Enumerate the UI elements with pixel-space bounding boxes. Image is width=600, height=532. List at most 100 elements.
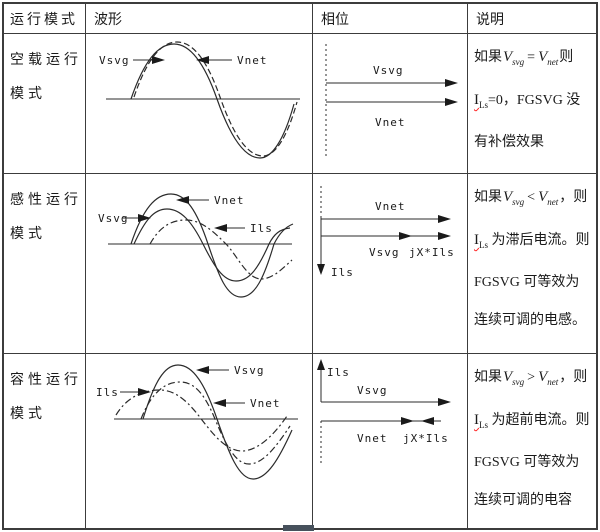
header-cell-explanation: 说明 <box>468 4 596 34</box>
waveform-cell-inductive: Vsvg Vnet Ils <box>86 174 313 354</box>
explain-text: =0，FGSVG 没有补偿效果 <box>474 93 581 150</box>
math-i-ls: ILs <box>474 92 488 110</box>
wave-label-ils: Ils <box>96 386 119 399</box>
wave-label-ils: Ils <box>250 222 273 235</box>
v-sub: svg <box>512 197 525 207</box>
header-explanation-label: 说明 <box>476 13 504 28</box>
explanation-cell-noload: 如果Vsvg = Vnet则 ILs=0，FGSVG 没有补偿效果 <box>468 34 596 174</box>
arrow-right-icon <box>438 398 451 406</box>
explain-text: 如果 <box>474 50 502 65</box>
v-symbol: V <box>538 49 548 65</box>
explanation-cell-capacitive: 如果Vsvg > Vnet，则 ILs 为超前电流。则 FGSVG 可等效为连续可调… <box>468 354 596 528</box>
explain-text: ，则 <box>559 190 588 205</box>
explain-text: 为超前电流。则 FGSVG 可等效为连续可调的电容 <box>474 413 590 508</box>
v-sub: svg <box>512 377 525 387</box>
wave-ils-curve <box>115 389 288 452</box>
v-sub: svg <box>512 57 525 67</box>
wave-ils-curve <box>149 219 293 280</box>
phasor-label-vnet: Vnet <box>357 432 388 445</box>
arrow-right-icon <box>138 214 151 222</box>
phasor-label-vsvg: Vsvg <box>357 384 388 397</box>
v-symbol: V <box>503 369 513 385</box>
mode-capacitive-line1: 容性运行 <box>10 373 82 388</box>
waveform-inductive-svg: Vsvg Vnet Ils <box>98 193 294 298</box>
arrow-right-icon <box>152 56 165 64</box>
explain-text: 为滞后电流。则 FGSVG 可等效为连续可调的电感。 <box>474 233 590 328</box>
header-phase-label: 相位 <box>321 13 349 28</box>
phasor-label-vsvg: Vsvg <box>369 246 400 259</box>
i-sub: Ls <box>479 100 488 110</box>
arrow-left-icon <box>213 399 226 407</box>
arrow-down-icon <box>317 264 325 275</box>
math-v-svg: Vsvg <box>503 49 525 67</box>
i-sub: Ls <box>479 240 488 250</box>
comparator: < <box>527 190 536 205</box>
arrow-right-icon <box>438 232 451 240</box>
v-sub: net <box>547 377 559 387</box>
wave-label-vnet: Vnet <box>237 54 268 67</box>
i-symbol: I <box>474 412 479 428</box>
phase-cell-noload: Vsvg Vnet <box>313 34 468 174</box>
arrow-right-icon <box>438 215 451 223</box>
arrow-left-icon <box>196 56 209 64</box>
comparator: = <box>527 50 536 65</box>
phasor-label-jxils: jX*Ils <box>403 432 449 445</box>
phasor-noload-svg: Vsvg Vnet <box>325 44 458 156</box>
arrow-left-icon <box>196 366 209 374</box>
mode-cell-noload: 空载运行 模式 <box>4 34 86 174</box>
i-symbol: I <box>474 92 479 108</box>
math-v-net: Vnet <box>538 369 559 387</box>
waveform-noload-svg: Vsvg Vnet <box>99 41 300 159</box>
explanation-cell-inductive: 如果Vsvg < Vnet，则 ILs 为滞后电流。则 FGSVG 可等效为连续可调… <box>468 174 596 354</box>
v-sub: net <box>547 197 559 207</box>
math-v-net: Vnet <box>538 189 559 207</box>
wave-label-vsvg: Vsvg <box>99 54 130 67</box>
header-cell-waveform: 波形 <box>86 4 313 34</box>
math-v-svg: Vsvg <box>503 369 525 387</box>
wave-label-vsvg: Vsvg <box>98 212 129 225</box>
arrow-left-icon <box>214 224 227 232</box>
explain-text: ，则 <box>559 370 588 385</box>
table-resize-handle <box>283 525 314 531</box>
mode-inductive-line1: 感性运行 <box>10 193 82 208</box>
v-symbol: V <box>503 49 513 65</box>
arrow-left-icon <box>421 417 434 425</box>
arrow-right-icon <box>445 79 458 87</box>
waveform-cell-capacitive: Ils Vsvg Vnet <box>86 354 313 528</box>
v-sub: net <box>547 57 559 67</box>
phasor-label-vsvg: Vsvg <box>373 64 404 77</box>
phasor-label-ils: Ils <box>327 366 350 379</box>
phasor-label-ils: Ils <box>331 266 354 279</box>
mode-cell-capacitive: 容性运行 模式 <box>4 354 86 528</box>
phase-cell-inductive: Vnet Vsvg jX*Ils Ils <box>313 174 468 354</box>
mode-capacitive-line2: 模式 <box>10 407 46 422</box>
waveform-cell-noload: Vsvg Vnet <box>86 34 313 174</box>
arrow-right-icon <box>399 232 412 240</box>
explain-text: 如果 <box>474 190 502 205</box>
arrow-right-icon <box>138 388 151 396</box>
mode-inductive-line2: 模式 <box>10 227 46 242</box>
waveform-capacitive-svg: Ils Vsvg Vnet <box>96 364 298 480</box>
wave-label-vnet: Vnet <box>214 194 245 207</box>
phase-cell-capacitive: Ils Vsvg Vnet jX*Ils <box>313 354 468 528</box>
v-symbol: V <box>538 369 548 385</box>
phasor-label-vnet: Vnet <box>375 200 406 213</box>
explain-text: 则 <box>559 50 574 65</box>
phasor-inductive-svg: Vnet Vsvg jX*Ils Ils <box>317 186 454 279</box>
mode-noload-line2: 模式 <box>10 87 46 102</box>
explain-text: 如果 <box>474 370 502 385</box>
i-sub: Ls <box>479 420 488 430</box>
header-cell-mode: 运行模式 <box>4 4 86 34</box>
wave-vnet-curve <box>130 193 294 298</box>
arrow-left-icon <box>176 196 189 204</box>
wave-vsvg-curve <box>130 43 295 159</box>
wave-label-vsvg: Vsvg <box>234 364 265 377</box>
math-i-ls: ILs <box>474 232 488 250</box>
wave-vsvg-curve <box>142 364 293 480</box>
header-waveform-label: 波形 <box>94 13 122 28</box>
phasor-label-vnet: Vnet <box>375 116 406 129</box>
wave-label-vnet: Vnet <box>250 397 281 410</box>
header-mode-label: 运行模式 <box>10 13 78 28</box>
arrow-right-icon <box>445 98 458 106</box>
